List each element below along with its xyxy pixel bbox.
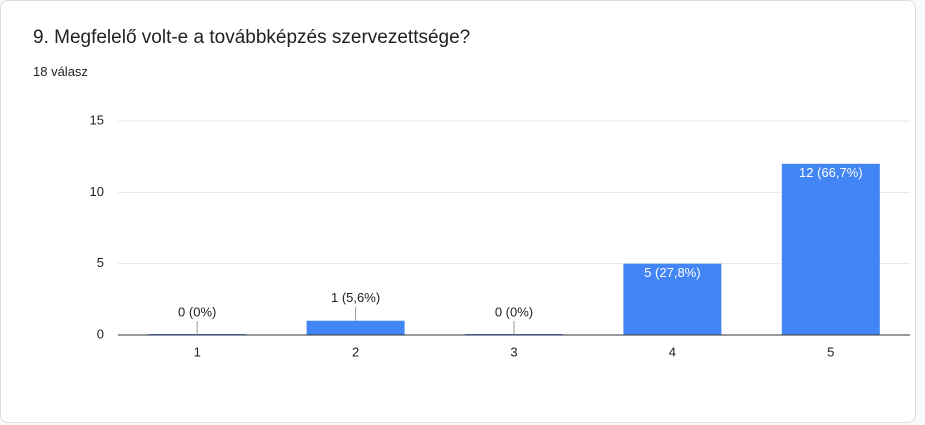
x-tick-label: 1: [194, 344, 201, 359]
y-tick-label: 0: [97, 326, 104, 341]
x-tick-label: 4: [669, 344, 676, 359]
bar: [781, 163, 880, 335]
x-tick-label: 2: [352, 344, 359, 359]
y-tick-label: 15: [90, 112, 104, 127]
data-label: 1 (5,6%): [331, 290, 380, 305]
data-label: 5 (27,8%): [644, 265, 700, 280]
bar: [306, 320, 405, 335]
data-label: 0 (0%): [495, 304, 533, 319]
bar: [623, 263, 722, 335]
y-tick-label: 10: [90, 184, 104, 199]
data-label: 0 (0%): [178, 304, 216, 319]
response-count: 18 válasz: [33, 64, 88, 79]
x-tick-label: 5: [827, 344, 834, 359]
y-tick-label: 5: [97, 255, 104, 270]
chart-title: 9. Megfelelő volt-e a továbbképzés szerv…: [33, 27, 471, 48]
x-tick-label: 3: [510, 344, 517, 359]
data-label: 12 (66,7%): [799, 165, 863, 180]
